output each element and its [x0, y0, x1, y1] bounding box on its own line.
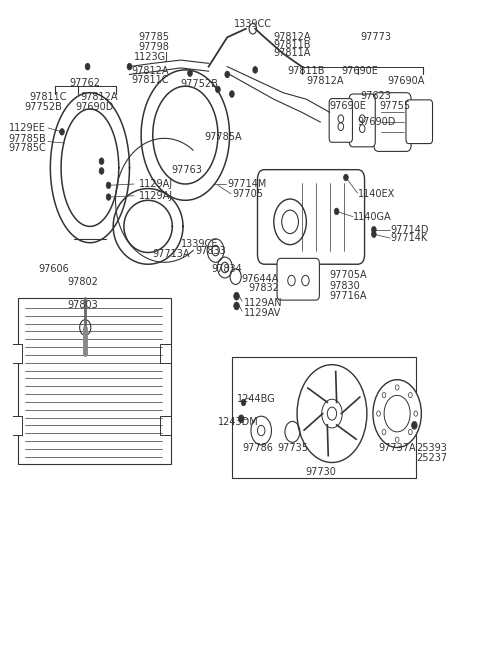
- Text: 97752B: 97752B: [24, 102, 62, 112]
- Text: 97832: 97832: [248, 284, 279, 293]
- Text: 97785B: 97785B: [8, 134, 46, 144]
- Text: 97811B: 97811B: [274, 40, 312, 50]
- Text: 97690E: 97690E: [341, 66, 378, 76]
- Text: 97798: 97798: [138, 42, 169, 52]
- Circle shape: [372, 227, 376, 233]
- Circle shape: [225, 71, 229, 78]
- Circle shape: [411, 421, 417, 429]
- Circle shape: [234, 292, 240, 300]
- Circle shape: [99, 158, 104, 164]
- FancyBboxPatch shape: [277, 258, 319, 300]
- Text: 97803: 97803: [68, 300, 98, 310]
- Text: 97714K: 97714K: [390, 233, 427, 243]
- Text: 97690A: 97690A: [388, 76, 425, 86]
- Text: 1244BG: 1244BG: [237, 394, 276, 404]
- Bar: [232, 357, 416, 477]
- Text: 1339CC: 1339CC: [234, 19, 272, 29]
- Text: 97716A: 97716A: [330, 291, 367, 301]
- FancyBboxPatch shape: [374, 93, 411, 151]
- Bar: [160, 415, 171, 435]
- Text: 97773: 97773: [360, 32, 392, 43]
- Circle shape: [253, 67, 257, 73]
- Circle shape: [239, 415, 244, 422]
- Text: 1140GA: 1140GA: [353, 212, 392, 221]
- Text: 1243DM: 1243DM: [218, 417, 259, 427]
- Text: 97834: 97834: [212, 264, 242, 274]
- Text: 97786: 97786: [242, 443, 273, 453]
- Text: 97690D: 97690D: [75, 102, 114, 112]
- Text: 97752B: 97752B: [180, 79, 218, 89]
- Text: 25393: 25393: [417, 443, 447, 453]
- Text: 97762: 97762: [70, 78, 101, 88]
- Circle shape: [127, 64, 132, 70]
- Text: 97690E: 97690E: [330, 101, 367, 111]
- Circle shape: [99, 168, 104, 174]
- Text: 97812A: 97812A: [306, 76, 344, 86]
- Circle shape: [234, 302, 240, 310]
- Circle shape: [372, 231, 376, 238]
- FancyBboxPatch shape: [257, 170, 365, 264]
- Circle shape: [334, 208, 339, 215]
- Circle shape: [106, 182, 111, 189]
- Text: 97714D: 97714D: [390, 225, 429, 234]
- Text: 97811C: 97811C: [29, 92, 67, 102]
- Text: 97713A: 97713A: [153, 249, 190, 259]
- Circle shape: [297, 365, 367, 462]
- Circle shape: [229, 91, 234, 97]
- Text: 97811A: 97811A: [274, 48, 311, 58]
- Text: 1129AJ: 1129AJ: [139, 191, 173, 200]
- Text: 97737A: 97737A: [378, 443, 416, 453]
- Bar: [160, 344, 171, 364]
- Bar: [18, 298, 171, 464]
- Text: 1129AN: 1129AN: [243, 299, 282, 309]
- FancyBboxPatch shape: [329, 98, 352, 142]
- Text: 97644A: 97644A: [241, 274, 278, 284]
- Circle shape: [188, 70, 192, 77]
- Text: 1129AJ: 1129AJ: [139, 179, 173, 189]
- Text: 97755: 97755: [379, 101, 410, 111]
- Circle shape: [373, 380, 421, 447]
- Bar: [11, 415, 23, 435]
- Circle shape: [216, 86, 220, 93]
- Text: 97830: 97830: [330, 282, 360, 291]
- FancyBboxPatch shape: [349, 94, 375, 147]
- Text: 97833: 97833: [195, 246, 226, 256]
- Text: 1339CE: 1339CE: [180, 239, 218, 249]
- Text: 97812A: 97812A: [81, 92, 118, 102]
- Text: 97735: 97735: [277, 443, 308, 453]
- Text: 97606: 97606: [39, 264, 70, 274]
- Text: 97763: 97763: [171, 164, 202, 175]
- Text: 97811C: 97811C: [132, 75, 169, 84]
- Text: 1123GJ: 1123GJ: [134, 52, 169, 62]
- Text: 25237: 25237: [417, 453, 448, 463]
- Text: 97714M: 97714M: [227, 179, 266, 189]
- Text: 97705: 97705: [232, 189, 263, 199]
- Circle shape: [106, 194, 111, 200]
- Text: 97690D: 97690D: [357, 117, 396, 127]
- Text: 97705A: 97705A: [330, 271, 367, 280]
- Bar: [11, 344, 23, 364]
- Circle shape: [60, 128, 64, 135]
- Text: 97623: 97623: [361, 91, 392, 101]
- Text: 97785: 97785: [138, 32, 169, 43]
- Text: 1140EX: 1140EX: [358, 189, 395, 199]
- Text: 1129AV: 1129AV: [243, 308, 281, 318]
- Text: 97785A: 97785A: [204, 132, 241, 142]
- Circle shape: [85, 64, 90, 70]
- Text: 97812A: 97812A: [274, 32, 312, 43]
- Text: 97785C: 97785C: [8, 143, 46, 153]
- Text: 1129EE: 1129EE: [9, 123, 46, 133]
- Circle shape: [344, 174, 348, 181]
- Text: 97811B: 97811B: [288, 66, 325, 76]
- Text: 97730: 97730: [305, 467, 336, 477]
- FancyBboxPatch shape: [406, 100, 432, 143]
- Circle shape: [241, 400, 246, 405]
- Text: 97802: 97802: [68, 277, 98, 287]
- Text: 97812A: 97812A: [132, 66, 169, 76]
